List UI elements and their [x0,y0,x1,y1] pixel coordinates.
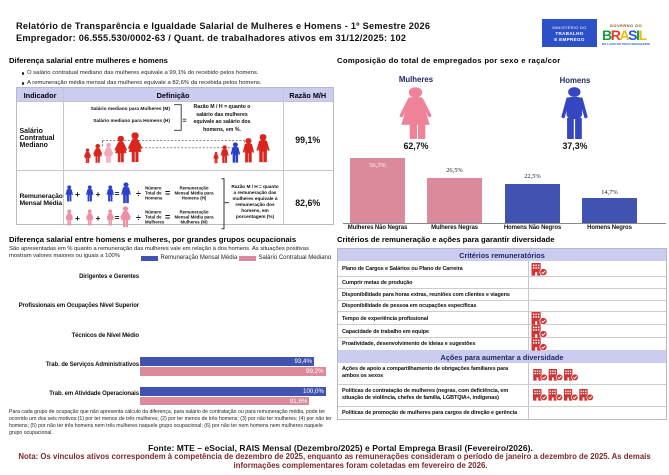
svg-text:Número: Número [145,185,162,190]
svg-text:Total de: Total de [145,214,162,219]
svg-text:Total de: Total de [145,190,162,195]
svg-text:=: = [165,188,170,198]
svg-text:÷: ÷ [136,189,141,199]
svg-text:Remuneração: Remuneração [179,209,208,214]
svg-text:Mulheres (M): Mulheres (M) [180,219,208,224]
svg-text:Homens (H): Homens (H) [182,195,207,200]
svg-text:BRASIL: BRASIL [602,28,648,41]
svg-text:Mensal Média para: Mensal Média para [174,214,214,219]
svg-text:Mensal Média para: Mensal Média para [174,190,214,195]
svg-text:+: + [75,213,80,223]
svg-text:+: + [75,189,80,199]
svg-text:÷: ÷ [136,213,141,223]
svg-text:+: + [96,213,101,223]
svg-text:Mulheres: Mulheres [145,219,165,224]
svg-text:Remuneração: Remuneração [179,185,208,190]
svg-text:=: = [115,188,120,198]
svg-text:=: = [115,212,120,222]
svg-text:Número: Número [145,209,162,214]
svg-text:+: + [96,189,101,199]
svg-text:Homens: Homens [145,195,163,200]
svg-text:=: = [165,212,170,222]
